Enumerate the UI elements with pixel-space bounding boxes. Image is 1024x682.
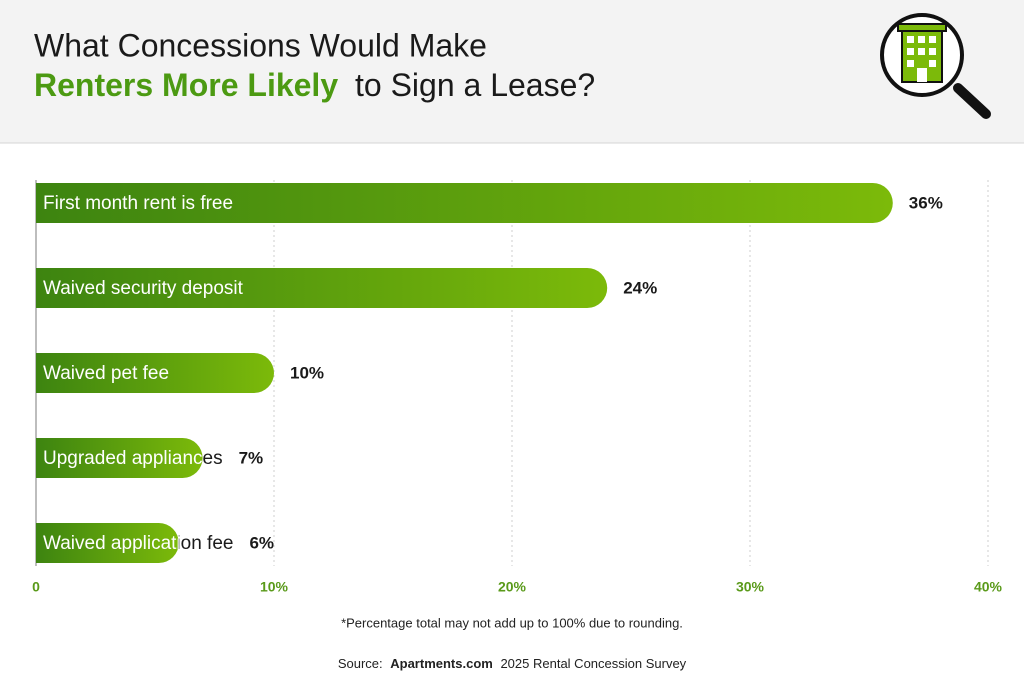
- value-label: 6%: [249, 533, 274, 552]
- plot-area: 010%20%30%40%First month rent is freeFir…: [32, 180, 1003, 595]
- magnifier-icon: [880, 13, 991, 119]
- footnote: *Percentage total may not add up to 100%…: [341, 615, 683, 630]
- title-rest: to Sign a Lease?: [355, 67, 595, 103]
- x-tick-label: 30%: [736, 579, 765, 595]
- source-brand: Apartments.com: [390, 656, 493, 671]
- chart-title: What Concessions Would Make: [34, 27, 487, 63]
- bar-label: Waived application fee: [43, 533, 233, 554]
- source-rest: 2025 Rental Concession Survey: [500, 656, 686, 671]
- x-tick-label: 20%: [498, 579, 527, 595]
- header-band: [0, 0, 1024, 143]
- source: Source: Apartments.com 2025 Rental Conce…: [338, 656, 687, 671]
- value-label: 10%: [290, 363, 324, 382]
- bar-label: Upgraded appliances: [43, 448, 223, 469]
- x-tick-label: 10%: [260, 579, 289, 595]
- bar-label: Waived application fee: [43, 533, 233, 554]
- bar: [36, 183, 893, 223]
- value-label: 24%: [623, 278, 657, 297]
- title-highlight: Renters More Likely: [34, 67, 338, 103]
- x-tick-label: 40%: [974, 579, 1003, 595]
- value-label: 36%: [909, 193, 943, 212]
- bar: [36, 268, 608, 308]
- source-prefix: Source:: [338, 656, 383, 671]
- chart-title: Renters More Likely to Sign a Lease?: [34, 67, 595, 103]
- bar-label: Waived pet fee: [43, 363, 169, 384]
- bar-label: Waived security deposit: [43, 278, 244, 299]
- x-tick-label: 0: [32, 579, 40, 595]
- bar-label: Upgraded appliances: [43, 448, 223, 469]
- value-label: 7%: [239, 448, 264, 467]
- bar: [36, 438, 203, 478]
- bar: [36, 353, 274, 393]
- bar-label: First month rent is free: [43, 193, 233, 214]
- bar: [36, 523, 179, 563]
